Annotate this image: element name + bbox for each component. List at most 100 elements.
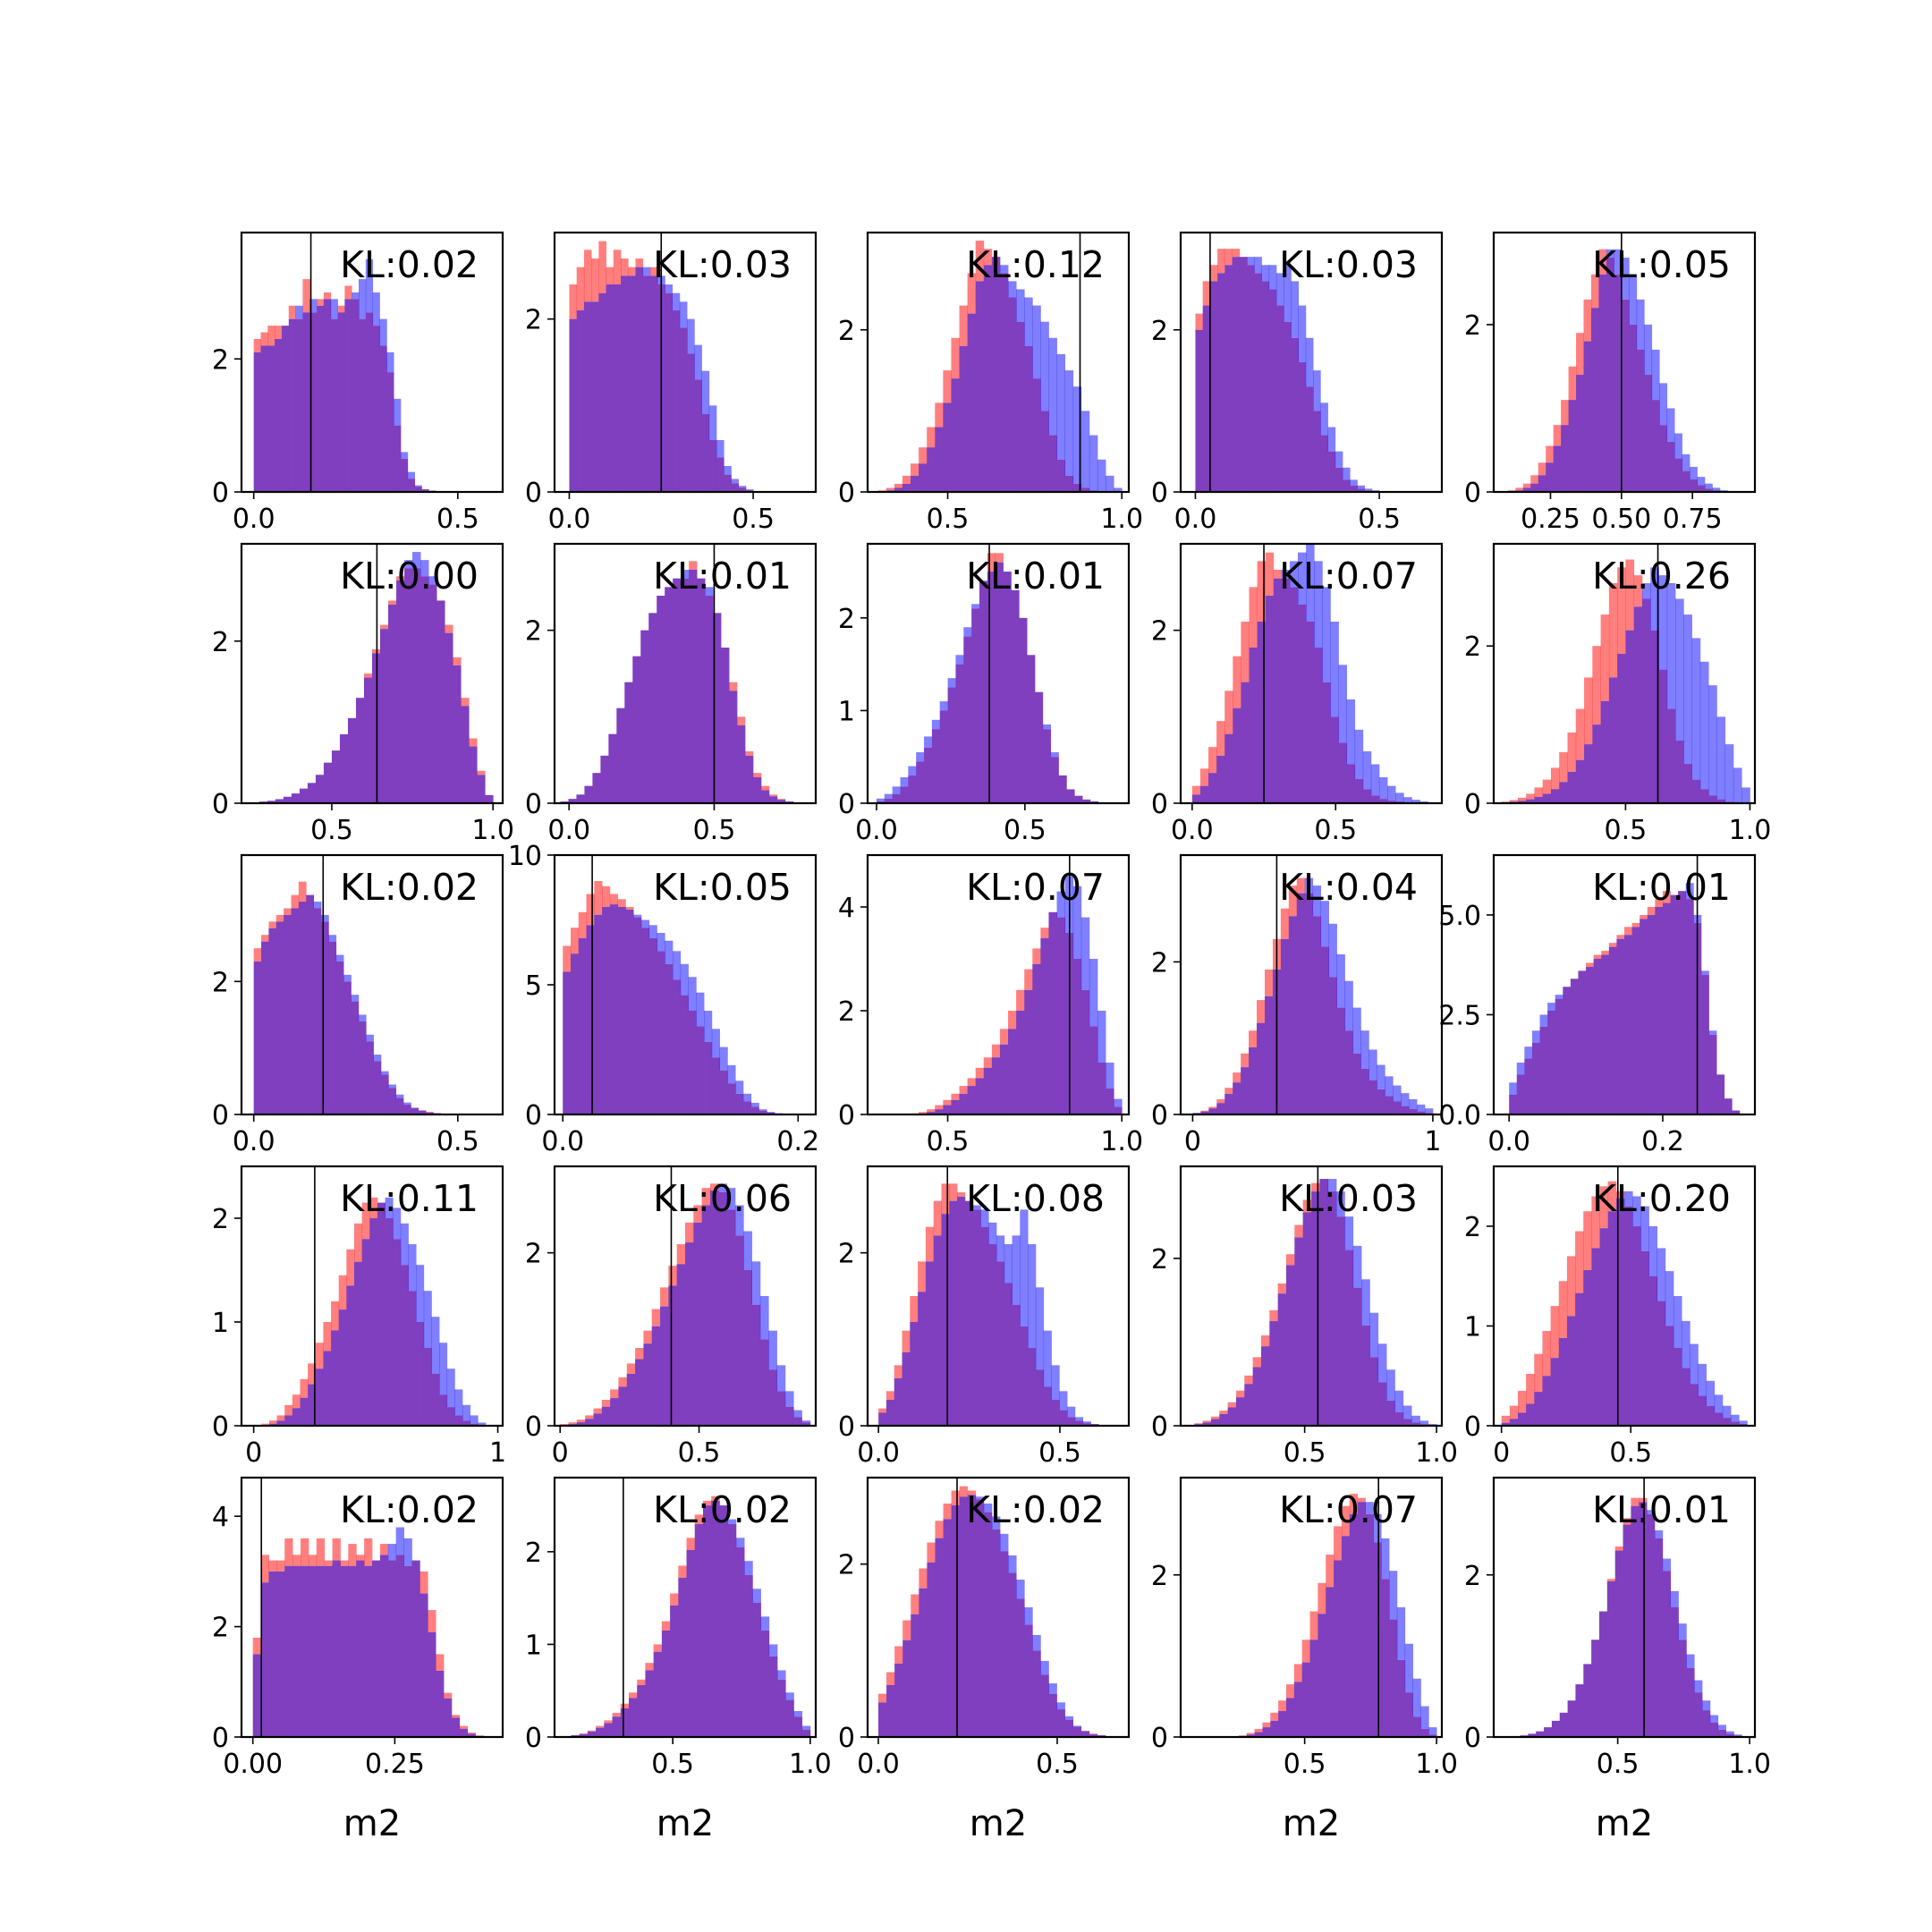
bar-overlap — [1048, 435, 1057, 492]
bar-overlap — [1417, 1111, 1426, 1114]
bar-red — [1592, 646, 1601, 725]
bar-red — [1567, 732, 1577, 772]
bar-overlap — [738, 487, 747, 492]
bar-red — [302, 279, 310, 313]
kl-annotation: KL:0.02 — [653, 1488, 792, 1531]
bar-red — [276, 1415, 285, 1421]
bar-overlap — [1658, 669, 1668, 803]
axes-frame — [553, 1165, 818, 1428]
bar-blue — [412, 552, 421, 569]
axes-frame — [553, 231, 818, 494]
bar-red — [919, 1568, 928, 1589]
bar-overlap — [1522, 487, 1531, 492]
bar-blue — [387, 1544, 397, 1561]
bar-overlap — [651, 1326, 661, 1426]
bar-overlap — [1673, 1348, 1682, 1426]
bar-blue — [423, 1291, 432, 1348]
bar-overlap — [1028, 1348, 1037, 1426]
bar-blue — [1072, 886, 1082, 959]
bar-overlap — [687, 353, 695, 492]
kl-annotation: KL:0.05 — [1592, 243, 1731, 286]
x-tick-label: 1.0 — [1100, 1126, 1143, 1157]
bar-blue — [801, 1420, 811, 1423]
x-tick-label: 0 — [245, 1437, 262, 1469]
bar-red — [1016, 989, 1025, 1011]
bar-blue — [633, 914, 642, 918]
histogram-bars — [563, 881, 799, 1114]
bar-red — [1624, 927, 1632, 936]
bar-red — [628, 1692, 638, 1699]
bar-overlap — [1360, 1068, 1369, 1114]
bar-overlap — [892, 793, 901, 803]
bar-overlap — [964, 1200, 974, 1426]
bar-red — [1032, 948, 1041, 964]
bar-overlap — [1004, 1283, 1013, 1426]
bar-blue — [386, 352, 394, 373]
bar-red — [1530, 475, 1539, 484]
bar-overlap — [894, 487, 903, 492]
bar-overlap — [617, 907, 626, 1114]
y-tick-label: 5 — [525, 970, 542, 1002]
bar-blue — [366, 1034, 374, 1042]
bar-red — [621, 258, 629, 276]
bar-overlap — [355, 698, 365, 803]
axes-frame — [240, 1476, 504, 1739]
bar-blue — [372, 292, 380, 326]
bar-overlap — [616, 708, 625, 803]
bar-overlap — [395, 1097, 404, 1114]
y-tick-label: 2 — [1151, 316, 1168, 347]
x-tick-label: 0.5 — [1284, 1437, 1326, 1469]
bar-overlap — [1365, 1513, 1374, 1737]
bar-blue — [687, 318, 695, 354]
bar-blue — [395, 1527, 404, 1555]
bar-blue — [1327, 1179, 1337, 1192]
y-tick-label: 2 — [525, 1239, 542, 1270]
bar-red — [1309, 1611, 1318, 1640]
histogram-bars — [250, 552, 494, 803]
bar-overlap — [414, 487, 422, 492]
bar-overlap — [902, 1640, 911, 1737]
histogram-bars — [1195, 249, 1387, 492]
bar-blue — [1657, 1248, 1666, 1301]
bar-overlap — [275, 338, 283, 492]
bar-overlap — [602, 907, 611, 1114]
bar-overlap — [1080, 1731, 1090, 1737]
bar-overlap — [1598, 1611, 1608, 1737]
bar-blue — [1709, 1715, 1719, 1723]
histogram-bars — [1192, 877, 1434, 1114]
bar-overlap — [1035, 1369, 1045, 1426]
bar-overlap — [579, 1733, 589, 1737]
y-tick-label: 0 — [525, 1411, 542, 1443]
bar-red — [1623, 1518, 1631, 1525]
bar-red — [878, 1693, 887, 1703]
bar-blue — [900, 777, 909, 787]
bar-blue — [1352, 1245, 1362, 1288]
bar-overlap — [665, 587, 674, 803]
bar-overlap — [586, 925, 595, 1114]
bar-overlap — [348, 1565, 357, 1737]
bar-red — [1241, 622, 1250, 682]
bar-overlap — [1536, 1731, 1545, 1737]
bar-overlap — [1252, 1367, 1262, 1426]
bar-red — [1285, 1254, 1295, 1266]
histogram-bars — [877, 241, 1123, 492]
bar-overlap — [1373, 1542, 1382, 1737]
bar-red — [606, 267, 614, 284]
bar-overlap — [268, 1571, 277, 1737]
bar-overlap — [1608, 946, 1617, 1114]
bar-red — [637, 1679, 646, 1685]
y-tick-label: 1 — [1464, 1311, 1481, 1343]
bar-blue — [393, 1208, 402, 1240]
bar-overlap — [1402, 1419, 1412, 1426]
x-tick-label: 0.2 — [776, 1126, 819, 1157]
bar-red — [618, 1377, 628, 1387]
x-tick-label: 0.5 — [927, 504, 970, 535]
bar-blue — [1042, 724, 1052, 730]
bar-blue — [1357, 485, 1366, 489]
bar-red — [591, 258, 599, 302]
axes-frame — [866, 231, 1131, 494]
bar-red — [1233, 1072, 1241, 1083]
bar-red — [1257, 561, 1267, 622]
bar-red — [1586, 962, 1595, 967]
bar-overlap — [275, 799, 284, 803]
